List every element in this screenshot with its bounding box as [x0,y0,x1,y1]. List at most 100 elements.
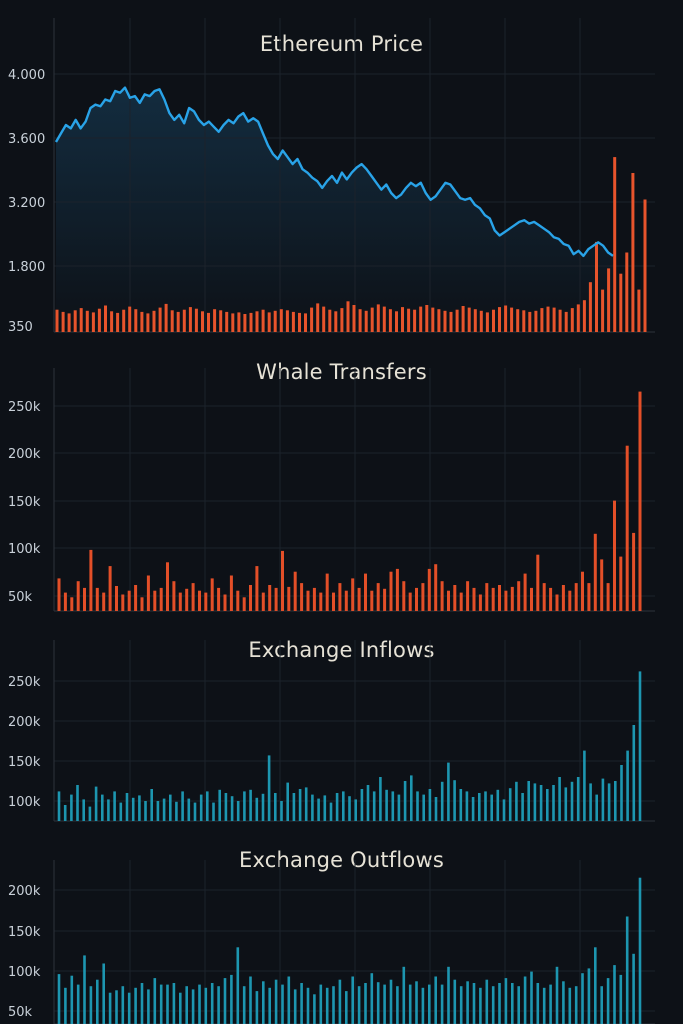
bar [94,786,98,821]
bar [255,991,259,1024]
y-tick-label: 1.800 [8,260,45,275]
bar [383,588,387,611]
bar [606,978,610,1024]
bar [119,802,123,821]
bar [366,785,370,821]
bar [188,307,192,332]
bar [281,984,284,1024]
bar [274,793,277,821]
bar [306,590,310,611]
bar [428,789,432,821]
bar [421,987,425,1024]
bar [459,592,463,611]
bar [159,587,163,611]
bar [625,252,629,332]
bar [443,310,447,332]
bar [593,533,597,611]
bar [176,311,180,332]
bar [421,583,425,611]
bar [181,791,184,821]
bar [492,309,495,332]
bar [588,282,592,332]
bar [300,983,303,1024]
bar [172,581,176,611]
bar [510,307,514,332]
bar [108,566,112,611]
bar [230,796,234,821]
bar [218,789,221,821]
bar [632,532,636,611]
bar [207,312,210,332]
bar [613,500,616,611]
bar [162,798,166,821]
y-tick-label: 250k [8,400,41,415]
bar [542,987,546,1024]
y-tick-label: 3.200 [8,196,45,211]
bar [357,986,361,1024]
bar [319,592,323,611]
bar [217,587,221,611]
bar [413,309,417,332]
bar [329,802,333,821]
bar [127,590,131,611]
bar [304,787,308,821]
bar [293,571,297,611]
price-line [54,86,614,258]
bar [467,307,471,332]
price-area [56,87,613,332]
bar [249,585,252,611]
bar [561,585,565,611]
bar [479,987,482,1024]
bar [407,308,411,332]
bar [570,781,574,821]
bar [472,587,476,611]
bar [415,981,418,1024]
y-tick-label: 4.000 [8,68,45,83]
bar [164,303,168,332]
chart-title: Exchange Outflows [239,848,444,872]
bar [223,978,227,1024]
bar [323,795,327,821]
bar [223,594,227,611]
bar [325,573,329,611]
bar [261,793,265,821]
bar [125,793,129,821]
bar [237,312,241,332]
bar [236,947,240,1024]
bar [332,592,335,611]
bar [607,783,611,821]
bar [447,590,450,611]
bar [219,310,223,332]
bar [96,979,99,1024]
bar [478,594,482,611]
y-tick-label: 350 [8,320,33,335]
bar [107,799,110,821]
bar [147,989,150,1024]
y-tick-label: 200k [8,715,41,730]
bar [97,308,101,332]
bar [600,986,603,1024]
bar [334,311,338,332]
bar [485,312,489,332]
bar [425,305,429,332]
bar [408,592,412,611]
y-tick-label: 100k [8,542,41,557]
bar [312,587,316,611]
bar [102,592,106,611]
bar [249,312,253,332]
bar [422,794,425,821]
bar [614,781,617,821]
bar [376,583,380,611]
bar [582,300,586,332]
bar [261,309,265,332]
bar [558,777,561,821]
bar [286,782,289,821]
bar [88,806,92,821]
bar [466,981,469,1024]
bar [310,307,314,332]
bar [522,310,526,332]
bar [206,791,209,821]
bar [626,750,629,821]
bar [178,592,182,611]
